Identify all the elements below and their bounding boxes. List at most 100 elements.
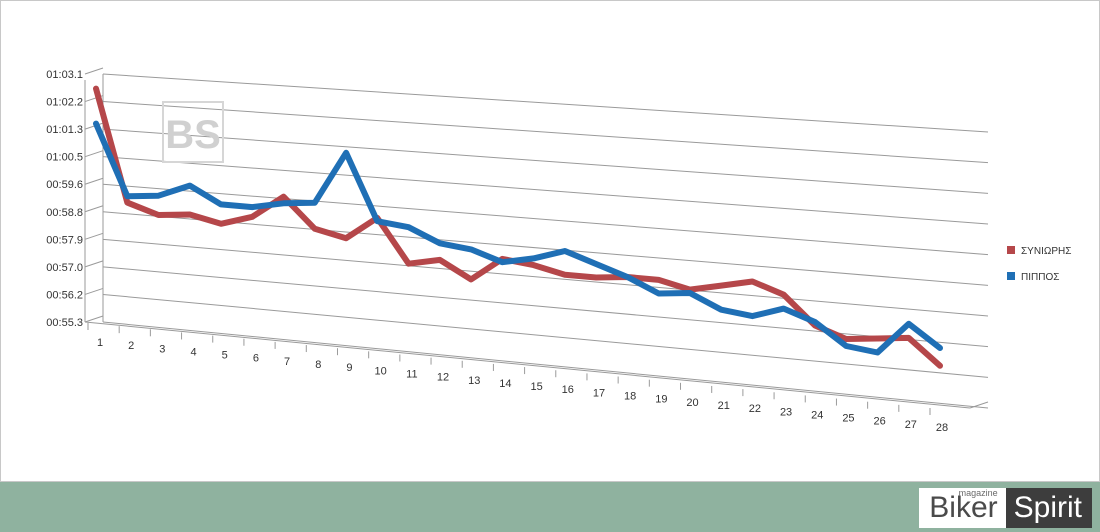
x-tick-label-5: 5 bbox=[222, 350, 228, 362]
series-2-point-2 bbox=[126, 195, 128, 197]
series-2-point-10 bbox=[376, 220, 378, 222]
legend-label-1: ΣΥΝΙΩΡΗΣ bbox=[1021, 246, 1071, 257]
y-tick-label-5: 00:58.8 bbox=[46, 207, 83, 219]
x-tick-label-9: 9 bbox=[346, 362, 352, 374]
series-1-point-23 bbox=[783, 294, 785, 296]
series-1-point-9 bbox=[345, 237, 347, 239]
series-1-point-6 bbox=[251, 216, 253, 218]
series-1-point-22 bbox=[751, 281, 753, 282]
legend-label-2: ΠΙΠΠΟΣ bbox=[1021, 272, 1059, 283]
x-tick-label-28: 28 bbox=[936, 422, 948, 434]
x-tick-label-3: 3 bbox=[159, 343, 165, 355]
y-tick-label-6: 00:59.6 bbox=[46, 179, 83, 191]
series-1-point-3 bbox=[158, 214, 159, 216]
x-tick-label-2: 2 bbox=[128, 340, 134, 352]
y-tick-label-9: 01:02.2 bbox=[46, 97, 83, 109]
series-2-point-4 bbox=[189, 185, 191, 187]
left-wall-tick-1 bbox=[84, 315, 104, 323]
series-2-point-26 bbox=[877, 352, 878, 353]
series-2-point-12 bbox=[439, 242, 441, 244]
x-tick-label-27: 27 bbox=[905, 419, 917, 431]
series-2-point-17 bbox=[595, 263, 597, 265]
brand-subtitle: magazine bbox=[958, 488, 998, 498]
brand-word-biker-text: Biker bbox=[929, 491, 998, 524]
series-2-point-24 bbox=[814, 321, 816, 323]
x-tick-label-16: 16 bbox=[562, 384, 574, 396]
series-1-point-4 bbox=[189, 214, 191, 215]
series-2-point-21 bbox=[720, 309, 722, 311]
series-2-point-16 bbox=[564, 250, 566, 252]
series-1-point-27 bbox=[908, 337, 910, 339]
left-wall-tick-3 bbox=[84, 260, 104, 268]
series-1-point-28 bbox=[939, 365, 941, 367]
x-tick-label-14: 14 bbox=[499, 378, 511, 390]
left-wall-tick-5 bbox=[84, 205, 104, 213]
gridline-9 bbox=[102, 101, 989, 164]
brand-word-biker: magazine Biker bbox=[919, 488, 1006, 528]
series-2-point-23 bbox=[783, 308, 785, 310]
gridline-6 bbox=[102, 183, 989, 256]
x-tick-label-6: 6 bbox=[253, 353, 259, 365]
series-line-2 bbox=[93, 120, 943, 356]
x-tick-label-15: 15 bbox=[530, 381, 542, 393]
x-tick-label-20: 20 bbox=[686, 397, 698, 409]
x-tick-label-24: 24 bbox=[811, 409, 823, 421]
series-2-point-19 bbox=[658, 293, 660, 294]
gridline-7 bbox=[102, 156, 989, 225]
series-1-point-5 bbox=[220, 223, 222, 225]
line-chart: 00:55.3 00:56.2 00:57.0 00:57.9 00:58.8 00:59… bbox=[46, 67, 1071, 434]
gridline-8 bbox=[102, 128, 989, 194]
x-tick-label-19: 19 bbox=[655, 394, 667, 406]
brand-word-spirit: Spirit bbox=[1005, 488, 1092, 528]
series-2-point-27 bbox=[908, 323, 910, 325]
series-2-point-28 bbox=[939, 347, 941, 349]
series-2-point-15 bbox=[533, 257, 535, 259]
y-tick-label-3: 00:57.0 bbox=[46, 262, 83, 274]
gridline-2 bbox=[102, 293, 989, 378]
x-tick-label-26: 26 bbox=[874, 416, 886, 428]
series-1-point-8 bbox=[314, 228, 316, 230]
series-1-point-1 bbox=[95, 88, 97, 90]
x-tick-label-1: 1 bbox=[97, 337, 103, 349]
x-tick-label-18: 18 bbox=[624, 391, 636, 403]
series-1-point-16 bbox=[564, 274, 566, 276]
series-1-point-2 bbox=[126, 202, 128, 204]
series-2-point-25 bbox=[845, 345, 847, 347]
x-tick-label-7: 7 bbox=[284, 356, 290, 368]
series-1-point-12 bbox=[439, 259, 441, 261]
x-tick-label-23: 23 bbox=[780, 406, 792, 418]
series-2-point-8 bbox=[314, 202, 316, 204]
series-1-point-26 bbox=[877, 338, 878, 339]
y-tick-label-2: 00:56.2 bbox=[46, 289, 83, 301]
series-1-point-17 bbox=[595, 277, 597, 278]
series-2-point-9 bbox=[345, 152, 347, 154]
series-1-point-25 bbox=[845, 338, 847, 340]
series-1-point-13 bbox=[470, 278, 472, 280]
gridline-1 bbox=[102, 321, 989, 409]
series-1-point-11 bbox=[408, 263, 410, 265]
series-2-point-20 bbox=[689, 292, 691, 294]
left-wall-tick-10 bbox=[84, 67, 104, 75]
series-1-point-15 bbox=[533, 264, 535, 266]
left-wall-tick-6 bbox=[84, 177, 104, 185]
series-1-point-20 bbox=[689, 289, 691, 291]
series-2-point-14 bbox=[501, 261, 503, 263]
x-tick-label-22: 22 bbox=[749, 403, 761, 415]
series-1-point-7 bbox=[283, 196, 285, 198]
y-tick-label-8: 01:01.3 bbox=[46, 124, 83, 136]
x-tick-label-8: 8 bbox=[315, 359, 321, 371]
series-2-point-22 bbox=[751, 315, 753, 317]
series-2-point-6 bbox=[251, 206, 253, 208]
x-tick-label-21: 21 bbox=[718, 400, 730, 412]
x-tick-label-10: 10 bbox=[375, 365, 387, 377]
series-2-point-18 bbox=[626, 276, 628, 278]
floor-right-edge bbox=[969, 401, 989, 409]
left-wall-tick-4 bbox=[84, 232, 104, 240]
x-tick-label-17: 17 bbox=[593, 387, 605, 399]
y-tick-label-1: 00:55.3 bbox=[46, 317, 83, 329]
y-tick-label-4: 00:57.9 bbox=[46, 234, 83, 246]
left-wall-tick-2 bbox=[84, 287, 104, 295]
legend-swatch-2 bbox=[1007, 272, 1015, 280]
series-2-point-1 bbox=[95, 123, 97, 125]
y-tick-label-10: 01:03.1 bbox=[46, 69, 83, 81]
